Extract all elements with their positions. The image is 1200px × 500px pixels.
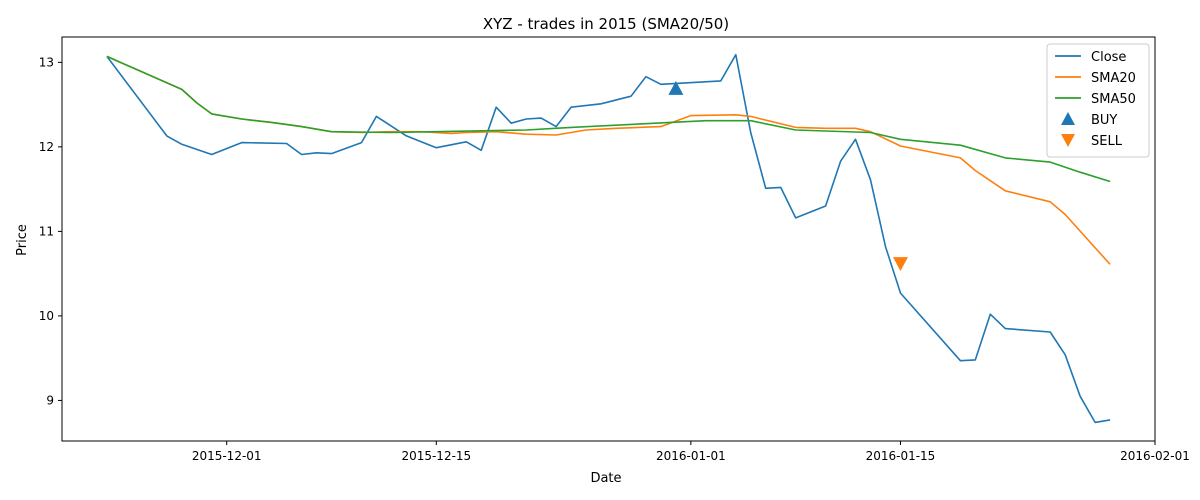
y-tick-label: 10 <box>39 309 54 323</box>
legend-label-close: Close <box>1091 50 1126 65</box>
x-tick-label: 2016-01-15 <box>866 449 936 463</box>
x-axis-label: Date <box>590 471 621 486</box>
y-tick-label: 11 <box>39 224 54 238</box>
y-tick-label: 9 <box>46 393 54 407</box>
buy-marker <box>668 81 684 95</box>
y-tick-label: 12 <box>39 140 54 154</box>
legend: Close SMA20 SMA50 BUY SELL <box>1046 43 1150 158</box>
chart-title: XYZ - trades in 2015 (SMA20/50) <box>483 15 729 33</box>
x-tick-label: 2016-02-01 <box>1120 449 1190 463</box>
legend-swatch-buy <box>1061 112 1075 125</box>
sell-marker <box>892 257 908 272</box>
series-line-sma50 <box>106 55 1111 183</box>
legend-label-sma20: SMA20 <box>1091 71 1136 86</box>
legend-label-sell: SELL <box>1091 134 1123 149</box>
x-axis-ticks: 2015-12-01 2015-12-15 2016-01-01 2016-01-15… <box>192 441 1190 463</box>
x-tick-label: 2016-01-01 <box>656 449 726 463</box>
x-tick-label: 2015-12-15 <box>401 449 471 463</box>
y-tick-label: 13 <box>39 55 54 69</box>
plot-frame <box>61 36 1156 442</box>
x-tick-label: 2015-12-01 <box>192 449 262 463</box>
y-axis-label: Price <box>15 224 30 256</box>
legend-label-buy: BUY <box>1091 113 1117 128</box>
legend-swatch-sell <box>1061 134 1075 147</box>
plot-area <box>106 53 1111 424</box>
series-line-close <box>106 53 1111 424</box>
y-axis-ticks: 9 10 11 12 13 <box>39 55 62 407</box>
legend-box <box>1046 43 1150 158</box>
legend-label-sma50: SMA50 <box>1091 92 1136 107</box>
